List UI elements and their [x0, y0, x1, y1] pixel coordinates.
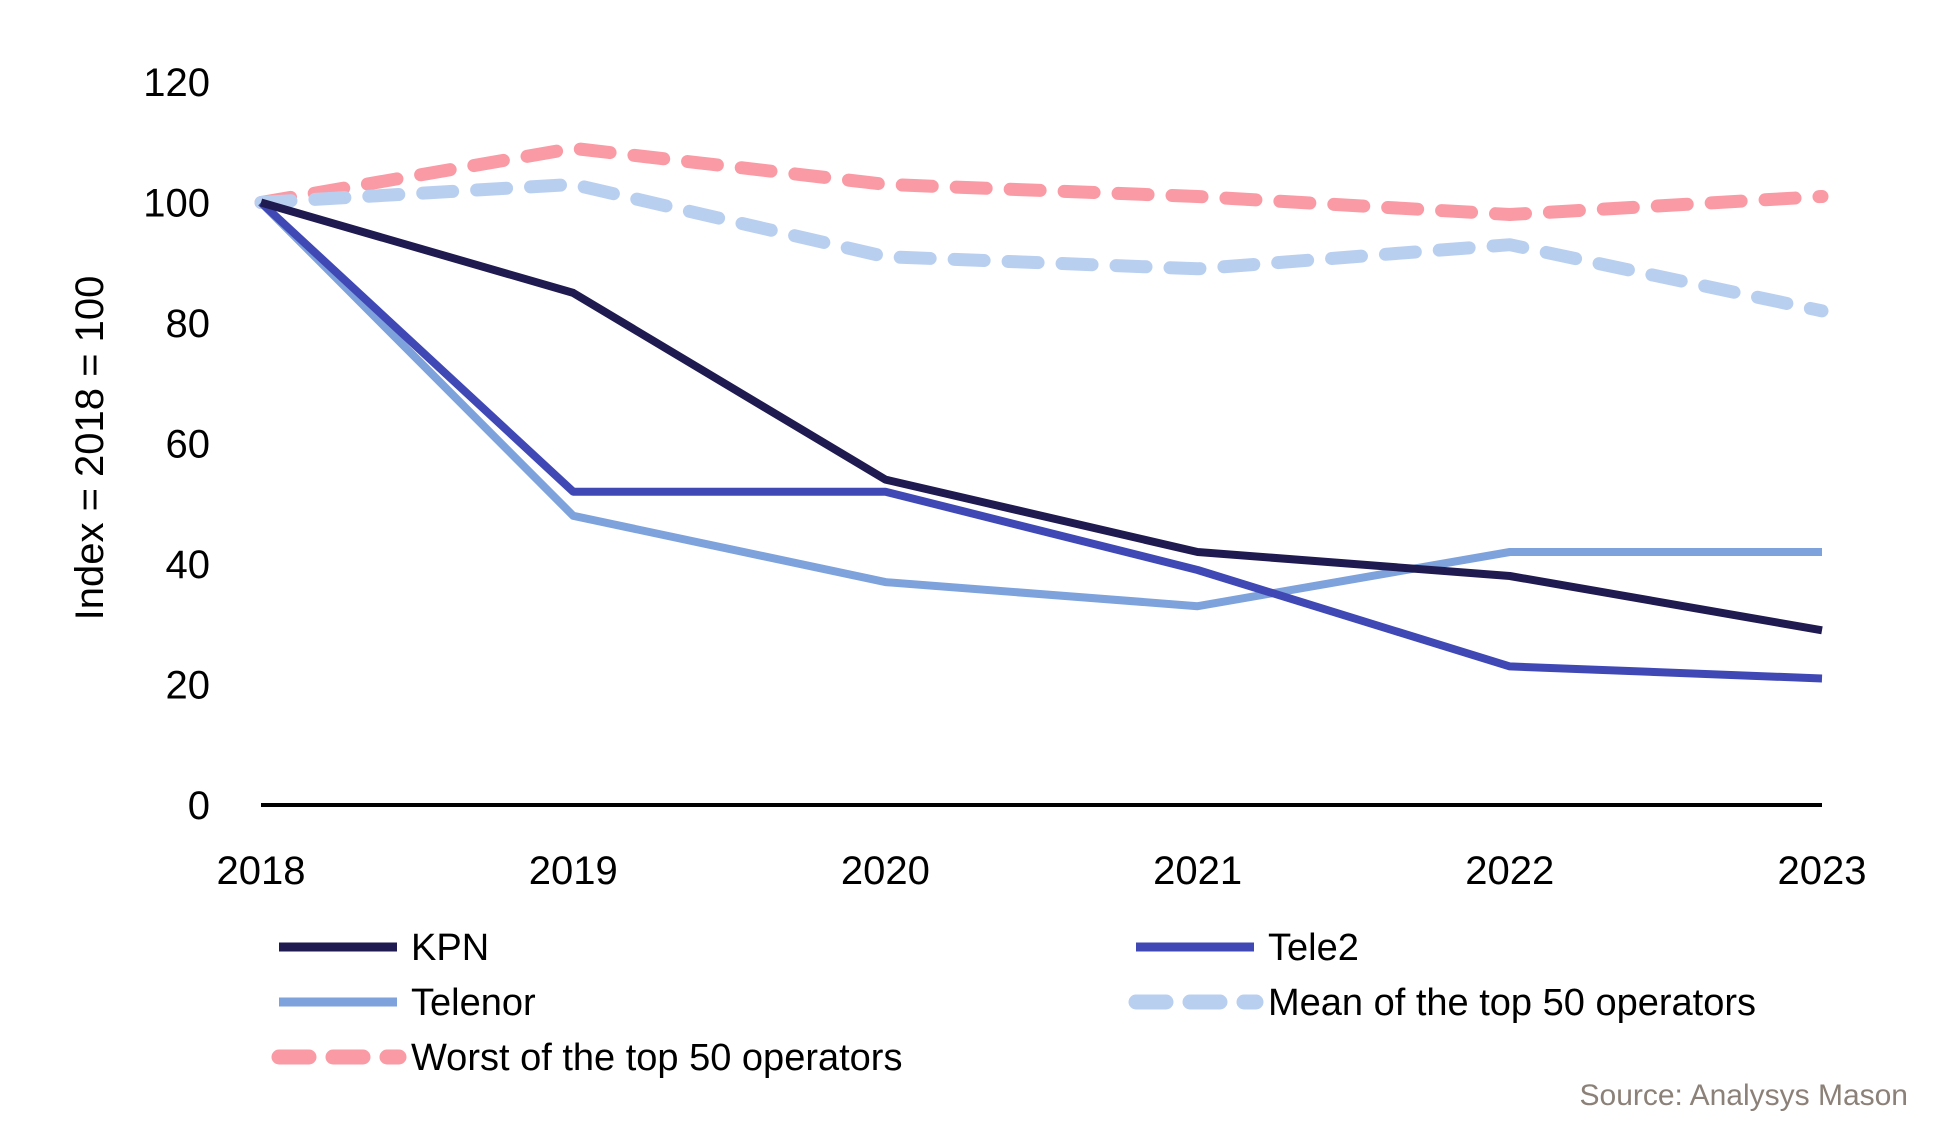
legend: KPN Tele2 Telenor Mean of the top 50 operat…: [271, 927, 1756, 1079]
y-tick-label: 0: [188, 784, 210, 828]
series-line-telenor: [258, 199, 1822, 611]
x-tick-label: 2019: [529, 849, 618, 893]
legend-label: Mean of the top 50 operators: [1268, 982, 1756, 1024]
legend-label: KPN: [411, 927, 489, 969]
legend-item-kpn: KPN: [279, 927, 489, 969]
x-tick-label: 2020: [841, 849, 930, 893]
series-line-tele2: [258, 199, 1823, 683]
legend-item-worst-of-the-top-50-operators: Worst of the top 50 operators: [271, 1037, 902, 1079]
series-line-kpn: [259, 198, 1823, 635]
y-tick-label: 120: [143, 61, 210, 105]
y-tick-labels: 0 20 40 60 80 100 120: [143, 61, 210, 828]
x-tick-label: 2021: [1153, 849, 1242, 893]
y-tick-label: 60: [166, 423, 211, 467]
legend-item-tele2: Tele2: [1136, 927, 1359, 969]
y-axis-title: Index = 2018 = 100: [68, 276, 112, 621]
series-line-mean-of-the-top-50-operators: [254, 177, 1829, 318]
legend-label: Telenor: [411, 982, 536, 1024]
x-tick-labels: 2018 2019 2020 2021 2022 2023: [217, 849, 1867, 893]
y-tick-label: 80: [166, 302, 211, 346]
x-tick-label: 2023: [1778, 849, 1867, 893]
y-tick-label: 20: [166, 664, 211, 708]
series-line-worst-of-the-top-50-operators: [254, 141, 1829, 221]
y-tick-label: 100: [143, 182, 210, 226]
legend-item-mean-of-the-top-50-operators: Mean of the top 50 operators: [1128, 982, 1756, 1024]
x-tick-label: 2018: [217, 849, 306, 893]
legend-label: Tele2: [1268, 927, 1359, 969]
series-layer: [254, 141, 1829, 683]
x-tick-label: 2022: [1465, 849, 1554, 893]
source-note: Source: Analysys Mason: [1580, 1079, 1909, 1112]
y-tick-label: 40: [166, 543, 211, 587]
legend-item-telenor: Telenor: [279, 982, 536, 1024]
legend-label: Worst of the top 50 operators: [411, 1037, 902, 1079]
